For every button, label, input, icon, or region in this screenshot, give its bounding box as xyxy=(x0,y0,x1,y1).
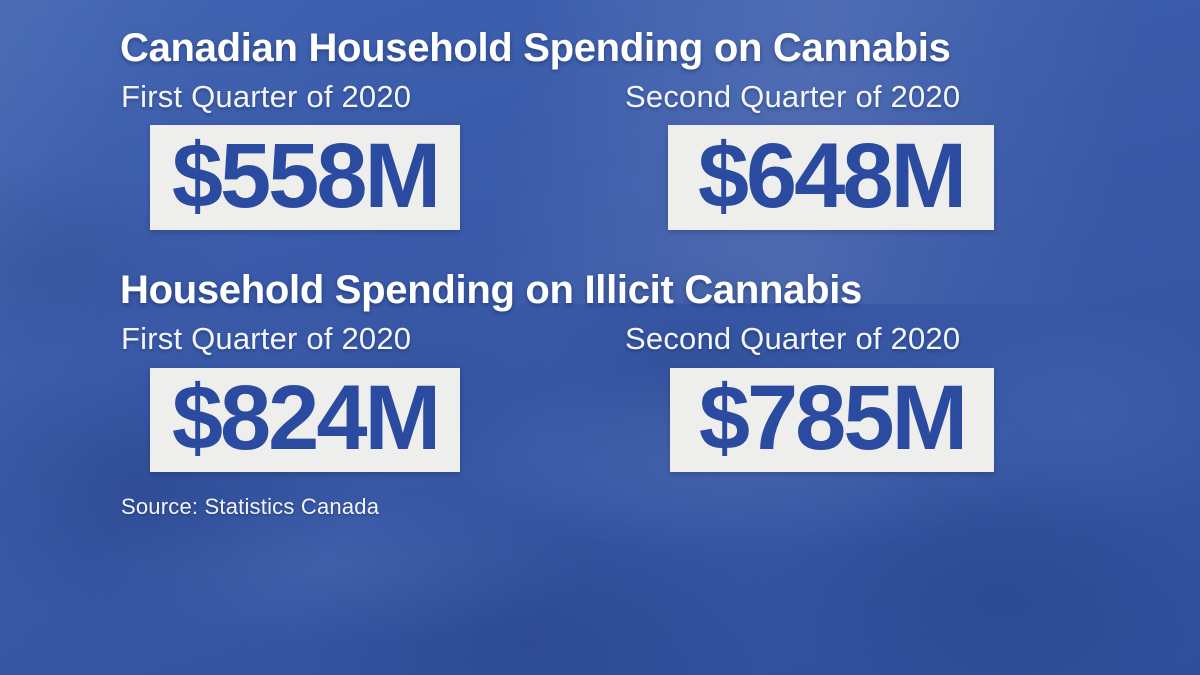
section-1-q2-value: $648M xyxy=(697,124,967,227)
section-1-title: Canadian Household Spending on Cannabis xyxy=(120,26,951,70)
section-2-q2-label: Second Quarter of 2020 xyxy=(625,321,961,356)
section-2-q1-label: First Quarter of 2020 xyxy=(121,321,412,356)
section-1-q2-value-box: $648M xyxy=(668,125,994,230)
section-1-q1-label: First Quarter of 2020 xyxy=(121,79,412,114)
section-2-q2-value: $785M xyxy=(698,367,968,469)
section-2-title: Household Spending on Illicit Cannabis xyxy=(120,268,862,312)
section-1-q2-label: Second Quarter of 2020 xyxy=(625,79,961,114)
section-2-q1-value-box: $824M xyxy=(150,368,460,472)
section-2-q1-value: $824M xyxy=(171,367,441,469)
section-1-q1-value: $558M xyxy=(171,124,441,227)
section-2-q2-value-box: $785M xyxy=(670,368,994,472)
section-1-q1-value-box: $558M xyxy=(150,125,460,230)
source-credit: Source: Statistics Canada xyxy=(121,494,380,519)
